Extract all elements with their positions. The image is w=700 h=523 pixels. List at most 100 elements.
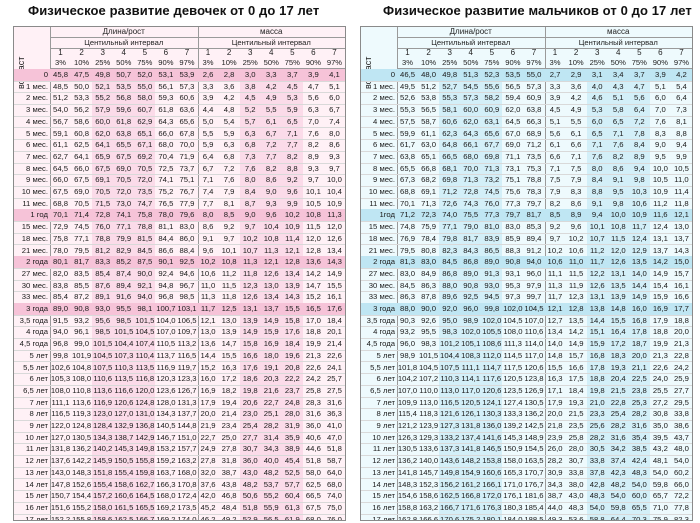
weight-cell: 10,2 [242, 233, 258, 243]
height-cell: 111,3 [503, 339, 522, 349]
weight-cell: 18,8 [652, 327, 668, 337]
weight-cell: 22,6 [305, 362, 321, 372]
weight-cell: 11,7 [589, 257, 605, 267]
weight-cell: 28,0 [284, 409, 300, 419]
height-cell: 52,1 [95, 81, 111, 91]
height-cell: 94,0 [526, 257, 542, 267]
height-cell: 92,0 [442, 304, 458, 313]
age-cell: 13 лет [25, 467, 48, 477]
weight-cell: 15,2 [200, 362, 216, 372]
height-cell: 161,5 [114, 502, 134, 512]
weight-cell: 12,7 [547, 315, 563, 325]
weight-cell: 36,0 [242, 456, 258, 466]
weight-cell: 6,4 [633, 105, 645, 115]
age-cell: 10 лет [372, 432, 395, 442]
weight-cell: 11,8 [221, 292, 237, 302]
height-cell: 92,6 [421, 315, 437, 325]
weight-cell: 9,4 [633, 163, 645, 173]
column-number: 2 [573, 48, 579, 57]
weight-cell: 13,0 [221, 315, 237, 325]
age-cell: 27 мес. [21, 268, 48, 278]
weight-cell: 12,1 [547, 304, 563, 313]
age-cell: 7 мес. [373, 151, 395, 161]
height-cell: 49,5 [400, 81, 416, 91]
table-row: 2 мес. 51,2 3,9 53,3 4,2 55,2 4,5 56,8 4,9 58,0 5,… [14, 92, 345, 106]
height-cell: 107,2 [418, 374, 439, 384]
weight-cell: 22,2 [284, 374, 300, 384]
height-cell: 98,5 [116, 315, 132, 325]
height-cell: 145,3 [114, 444, 134, 454]
weight-cell: 67,5 [305, 502, 321, 512]
height-cell: 60,9 [484, 105, 500, 115]
weight-cell: 15,9 [589, 339, 605, 349]
weight-cell: 9,2 [286, 175, 298, 185]
height-cell: 75,3 [526, 163, 542, 173]
weight-cell: 10,8 [305, 210, 321, 220]
weight-cell: 10,4 [326, 187, 342, 196]
height-cell: 68,1 [442, 163, 458, 173]
height-cell: 57,5 [400, 116, 416, 126]
height-cell: 133,6 [418, 444, 439, 454]
height-cell: 93,1 [505, 268, 521, 278]
weight-cell: 7,6 [612, 140, 624, 150]
age-cell: 6,5 лет [23, 385, 48, 395]
height-cell: 143,0 [50, 467, 71, 477]
height-cell: 87,6 [95, 280, 111, 290]
weight-cell: 23,7 [284, 385, 300, 395]
height-cell: 96,8 [158, 292, 174, 302]
table-row: 5 мес. 59,9 5,6 61,1 6,1 62,3 6,5 64,3 7,1 65,6 7,… [361, 128, 692, 141]
height-cell: 90,1 [158, 257, 174, 267]
table-row: 27 мес. 82,0 10,6 83,5 11,2 85,4 11,8 87,4 12,6 9… [14, 268, 345, 281]
height-cell: 71,2 [442, 187, 458, 196]
height-cell: 111,1 [461, 362, 480, 372]
height-cell: 120,5 [461, 397, 481, 407]
height-cell: 84,9 [421, 268, 437, 278]
weight-cell: 20,0 [200, 409, 216, 419]
weight-cell: 9,4 [591, 210, 603, 220]
height-cell: 60,6 [179, 93, 195, 103]
height-cell: 84,4 [158, 233, 174, 243]
column-number: 6 [510, 48, 516, 57]
height-cell: 104,5 [503, 315, 523, 325]
weight-cell: 34,3 [263, 444, 279, 454]
height-cell: 57,3 [179, 81, 195, 91]
weight-cell: 11,3 [200, 292, 216, 302]
height-cell: 162,8 [397, 514, 418, 521]
height-cell: 108,6 [482, 339, 502, 349]
height-cell: 52,0 [137, 70, 153, 79]
weight-cell: 8,9 [633, 151, 645, 161]
weight-cell: 16,1 [326, 292, 342, 302]
table-row: 18 мес. 76,9 9,7 78,4 10,2 79,8 10,7 81,7 11,5 83… [361, 233, 692, 246]
height-cell: 60,8 [74, 128, 90, 138]
weight-cell: 3,3 [549, 81, 561, 91]
height-cell: 68,8 [400, 187, 416, 196]
height-cell: 65,5 [400, 163, 416, 173]
height-cell: 58,0 [137, 93, 153, 103]
column-percentile: 90% [158, 58, 174, 67]
weight-cell: 30,7 [242, 444, 258, 454]
height-cell: 62,5 [74, 140, 90, 150]
weight-cell: 25,4 [242, 421, 258, 430]
age-cell: 0 [43, 70, 48, 79]
height-cell: 51,3 [463, 70, 479, 79]
weight-cell: 6,1 [570, 128, 582, 138]
weight-cell: 25,5 [652, 385, 668, 395]
height-cell: 56,2 [74, 105, 90, 115]
height-cell: 89,6 [442, 292, 458, 302]
weight-cell: 48,2 [263, 467, 279, 477]
weight-cell: 9,9 [286, 198, 298, 208]
height-cell: 68,8 [53, 198, 69, 208]
weight-cell: 12,3 [242, 280, 258, 290]
height-cell: 148,3 [397, 479, 418, 489]
weight-cell: 11,7 [200, 304, 216, 313]
height-cell: 158,6 [418, 491, 439, 501]
weight-cell: 8,7 [244, 198, 256, 208]
height-cell: 104,5 [418, 362, 439, 372]
height-cell: 62,3 [442, 128, 458, 138]
height-cell: 85,4 [95, 268, 111, 278]
height-cell: 130,3 [482, 409, 502, 419]
weight-cell: 18,8 [305, 327, 321, 337]
age-cell: 8 лет [376, 409, 395, 419]
height-cell: 136,2 [397, 456, 418, 466]
height-cell: 63,8 [116, 128, 132, 138]
